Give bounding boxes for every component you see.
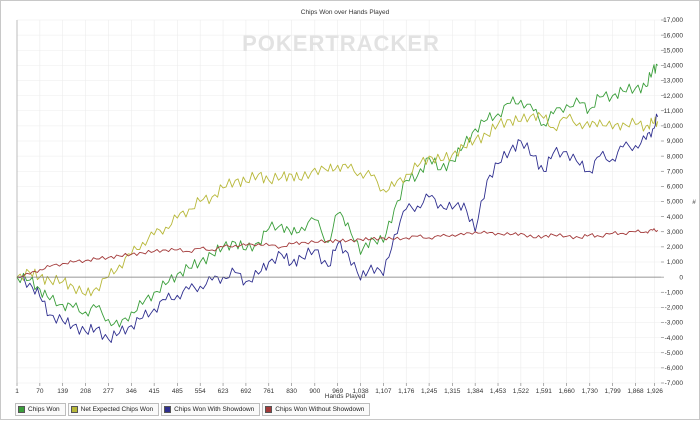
x-tick-label: 1,245 xyxy=(421,388,438,395)
x-tick-label: 1,038 xyxy=(352,388,369,395)
x-tick-label: 1,107 xyxy=(375,388,392,395)
legend-swatch xyxy=(265,406,273,413)
y-tick-label: 9,000 xyxy=(667,138,684,145)
x-tick-label: 1,453 xyxy=(490,388,507,395)
y-tick-label: -4,000 xyxy=(665,335,684,342)
x-tick-label: 900 xyxy=(309,388,320,395)
legend-swatch xyxy=(70,406,78,413)
series-lines xyxy=(16,63,659,343)
legend-label: Chips Won Without Showdown xyxy=(275,406,365,413)
legend-label: Chips Won With Showdown xyxy=(174,406,255,413)
y-tick-label: 6,000 xyxy=(667,184,684,191)
legend-item-net-expected[interactable]: Net Expected Chips Won xyxy=(67,403,160,416)
x-axis-label: Hands Played xyxy=(325,393,366,400)
x-tick-label: 1,591 xyxy=(536,388,553,395)
x-tick-label: 623 xyxy=(218,388,229,395)
y-tick-label: -6,000 xyxy=(665,365,684,372)
x-tick-label: 415 xyxy=(149,388,160,395)
y-tick-label: 11,000 xyxy=(664,108,684,115)
y-tick-label: 0 xyxy=(679,274,683,281)
series-line-3 xyxy=(16,228,659,279)
legend-item-with-showdown[interactable]: Chips Won With Showdown xyxy=(161,403,261,416)
x-tick-label: 1,799 xyxy=(604,388,621,395)
chart-title: Chips Won over Hands Played xyxy=(301,9,390,16)
x-tick-label: 554 xyxy=(195,388,206,395)
x-tick-label: 692 xyxy=(240,388,251,395)
x-tick-label: 1,926 xyxy=(647,388,664,395)
y-tick-label: -5,000 xyxy=(665,350,684,357)
y-tick-label: 7,000 xyxy=(667,168,684,175)
y-tick-label: 15,000 xyxy=(663,47,683,54)
y-tick-label: 17,000 xyxy=(663,17,683,24)
legend-item-without-showdown[interactable]: Chips Won Without Showdown xyxy=(262,403,371,416)
x-tick-label: 1,730 xyxy=(582,388,599,395)
x-tick-label: 1,176 xyxy=(398,388,415,395)
x-tick-label: 1,868 xyxy=(627,388,644,395)
x-tick-label: 485 xyxy=(172,388,183,395)
y-axis-marker: # xyxy=(692,199,696,206)
x-tick-label: 1 xyxy=(15,388,19,395)
y-tick-label: 5,000 xyxy=(667,199,684,206)
legend-swatch xyxy=(18,406,25,413)
y-tick-label: 1,000 xyxy=(667,259,684,266)
x-tick-label: 1,522 xyxy=(513,388,530,395)
x-axis-ticks: 1 70 139 208 277 346 415 485 554 623 692 761 830 900 9… xyxy=(15,383,663,395)
y-tick-label: -2,000 xyxy=(665,305,684,312)
series-line-1 xyxy=(16,111,659,297)
y-tick-label: 16,000 xyxy=(663,32,683,39)
legend-label: Chips Won xyxy=(28,406,60,413)
x-tick-label: 346 xyxy=(126,388,137,395)
x-tick-label: 761 xyxy=(263,388,274,395)
x-tick-label: 830 xyxy=(286,388,297,395)
legend-label: Net Expected Chips Won xyxy=(80,406,154,413)
y-tick-label: -7,000 xyxy=(665,380,684,387)
gridlines xyxy=(16,19,661,384)
y-tick-label: -3,000 xyxy=(665,320,684,327)
y-tick-label: 3,000 xyxy=(667,229,684,236)
y-tick-label: 14,000 xyxy=(663,63,683,70)
y-tick-label: 10,000 xyxy=(663,123,683,130)
series-line-2 xyxy=(16,113,659,343)
y-tick-label: 13,000 xyxy=(663,78,683,85)
legend: Chips Won Net Expected Chips Won Chips W… xyxy=(15,403,372,416)
legend-item-chips-won[interactable]: Chips Won xyxy=(15,403,66,416)
y-tick-label: 12,000 xyxy=(663,93,683,100)
y-tick-label: 2,000 xyxy=(667,244,684,251)
y-tick-label: -1,000 xyxy=(665,289,684,296)
x-tick-label: 1,660 xyxy=(558,388,575,395)
x-tick-label: 208 xyxy=(80,388,91,395)
x-tick-label: 139 xyxy=(57,388,68,395)
x-tick-label: 70 xyxy=(36,388,44,395)
y-tick-label: 8,000 xyxy=(667,153,684,160)
watermark-text: POKERTRACKER xyxy=(242,31,440,56)
legend-swatch xyxy=(164,406,172,413)
series-line-0 xyxy=(16,63,659,328)
y-tick-label: 4,000 xyxy=(667,214,684,221)
x-tick-label: 1,315 xyxy=(444,388,461,395)
x-tick-label: 969 xyxy=(332,388,343,395)
x-tick-label: 277 xyxy=(103,388,114,395)
y-axis-ticks: -7,000 -6,000 -5,000 -4,000 -3,000 -2,000 -1,0… xyxy=(661,17,683,387)
x-tick-label: 1,384 xyxy=(467,388,484,395)
